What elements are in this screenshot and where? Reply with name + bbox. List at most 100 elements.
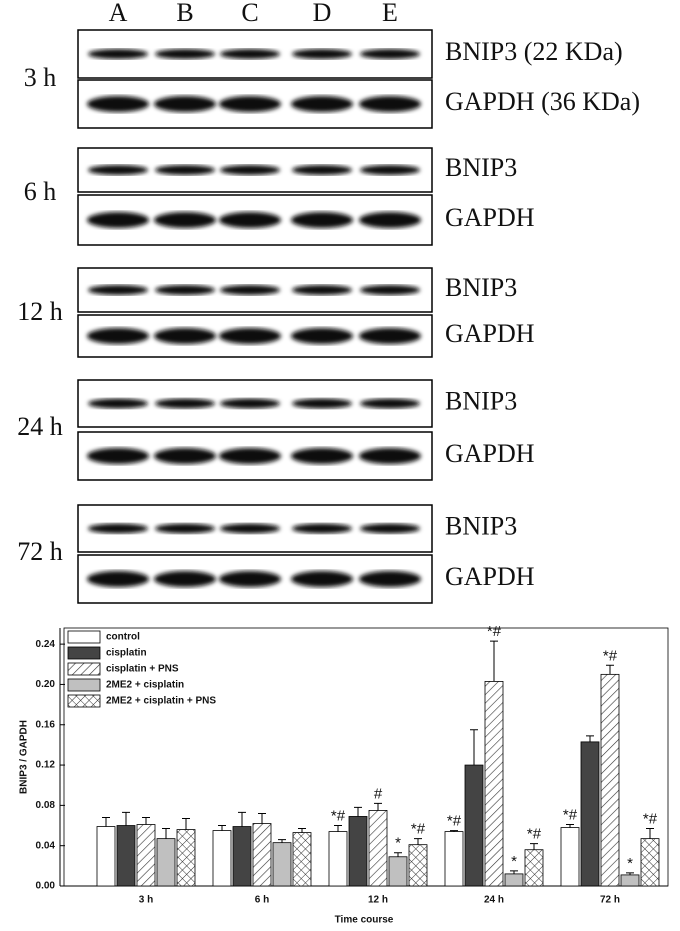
legend-swatch (67, 630, 101, 644)
band (359, 448, 421, 464)
band (359, 212, 421, 228)
significance-label: *# (331, 808, 346, 825)
legend-swatch (67, 662, 101, 676)
band (360, 285, 420, 295)
band (220, 285, 280, 295)
y-tick-label: 0.12 (36, 760, 56, 771)
error-bar (238, 811, 246, 827)
time-label: 6 h (24, 177, 57, 206)
bar (504, 873, 524, 887)
error-bar (414, 838, 422, 845)
bar (272, 842, 292, 887)
band (292, 523, 352, 534)
x-tick-label: 6 h (255, 895, 269, 906)
lane-label: C (241, 0, 258, 27)
band (155, 398, 215, 409)
band (359, 96, 421, 112)
legend-label: cisplatin (106, 648, 147, 659)
time-label: 24 h (17, 412, 63, 441)
bar (408, 844, 428, 887)
y-tick-label: 0.24 (36, 639, 56, 650)
band (219, 96, 281, 112)
x-tick-label: 3 h (139, 895, 153, 906)
bar (232, 826, 252, 887)
band (87, 448, 149, 464)
bar (464, 764, 484, 887)
band (291, 96, 353, 112)
error-bar (566, 824, 574, 828)
error-bar (626, 872, 634, 875)
band (292, 49, 352, 59)
band (154, 96, 216, 112)
error-bar (278, 839, 286, 843)
bar (640, 838, 660, 887)
error-bar (450, 830, 458, 832)
error-bar (530, 843, 538, 850)
significance-label: * (511, 853, 517, 870)
error-bar (586, 735, 594, 742)
protein-label: GAPDH (445, 562, 535, 591)
band (359, 328, 421, 344)
y-tick-label: 0.16 (36, 719, 56, 730)
band (360, 49, 420, 59)
bar (580, 741, 600, 887)
legend-swatch (67, 678, 101, 692)
significance-label: *# (447, 813, 462, 830)
significance-label: *# (487, 623, 502, 640)
legend-label: 2ME2 + cisplatin + PNS (106, 696, 216, 707)
bar (252, 823, 272, 887)
band (360, 523, 420, 534)
bar (292, 832, 312, 887)
error-bar (394, 852, 402, 857)
band (292, 285, 352, 295)
bar (388, 856, 408, 887)
bar (444, 831, 464, 887)
y-tick-label: 0.04 (36, 840, 56, 851)
band (291, 448, 353, 464)
y-tick-label: 0.00 (36, 881, 56, 892)
error-bar (298, 828, 306, 833)
x-tick-label: 24 h (484, 895, 504, 906)
bar (484, 681, 504, 887)
band (87, 571, 149, 587)
band (87, 96, 149, 112)
significance-label: *# (643, 811, 658, 828)
band (87, 212, 149, 228)
band (359, 571, 421, 587)
legend-label: cisplatin + PNS (106, 664, 179, 675)
bar (176, 829, 196, 887)
x-tick-label: 12 h (368, 895, 388, 906)
band (292, 165, 352, 175)
y-axis-label: BNIP3 / GAPDH (19, 720, 30, 794)
significance-label: * (627, 855, 633, 872)
protein-label: BNIP3 (445, 153, 517, 182)
significance-label: *# (603, 647, 618, 664)
error-bar (606, 664, 614, 675)
band (360, 398, 420, 409)
band (220, 523, 280, 534)
error-bar (162, 828, 170, 839)
bar (116, 825, 136, 887)
bar (600, 673, 620, 887)
band (154, 571, 216, 587)
legend-label: 2ME2 + cisplatin (106, 680, 184, 691)
significance-label: *# (411, 821, 426, 838)
x-tick-label: 72 h (600, 895, 620, 906)
band (291, 571, 353, 587)
band (155, 165, 215, 175)
error-bar (122, 811, 130, 826)
protein-label: GAPDH (36 KDa) (445, 87, 640, 116)
time-label: 12 h (17, 297, 63, 326)
time-label: 3 h (24, 63, 57, 92)
band (88, 49, 148, 59)
lane-label: D (313, 0, 332, 27)
band (219, 212, 281, 228)
lane-label: A (109, 0, 128, 27)
error-bar (182, 817, 190, 830)
error-bar (142, 816, 150, 825)
band (292, 398, 352, 409)
bar (620, 874, 640, 887)
band (220, 49, 280, 59)
bar (96, 826, 116, 887)
significance-label: *# (563, 806, 578, 823)
